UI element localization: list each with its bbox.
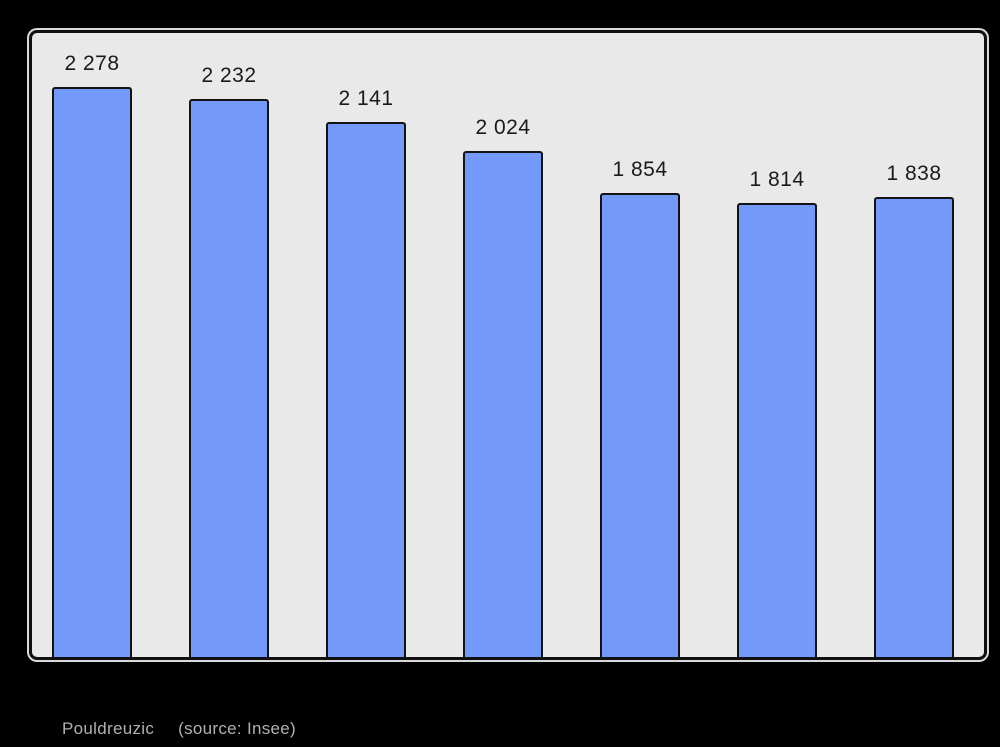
bar bbox=[52, 87, 132, 657]
chart-panel: 2 278 2 232 2 141 2 024 1 854 1 814 1 838 bbox=[29, 30, 987, 660]
bar-value-label: 1 838 bbox=[886, 162, 942, 185]
bar-value-label: 2 141 bbox=[338, 87, 394, 110]
bar bbox=[189, 99, 269, 657]
chart-caption: Pouldreuzic (source: Insee) bbox=[62, 719, 296, 739]
bar-value-label: 2 024 bbox=[475, 116, 531, 139]
bar-group: 1 854 bbox=[600, 33, 680, 657]
bar-group: 2 141 bbox=[326, 33, 406, 657]
plot-area: 2 278 2 232 2 141 2 024 1 854 1 814 1 838 bbox=[32, 33, 984, 657]
bar-value-label: 2 278 bbox=[64, 52, 120, 75]
bar-group: 2 024 bbox=[463, 33, 543, 657]
bar-group: 2 232 bbox=[189, 33, 269, 657]
bar-group: 1 838 bbox=[874, 33, 954, 657]
caption-place-label: Pouldreuzic bbox=[62, 719, 155, 738]
bar bbox=[600, 193, 680, 657]
bar-group: 2 278 bbox=[52, 33, 132, 657]
bar-value-label: 1 854 bbox=[612, 158, 668, 181]
bar bbox=[326, 122, 406, 657]
bar-value-label: 1 814 bbox=[749, 168, 805, 191]
bar bbox=[463, 151, 543, 657]
bar-value-label: 2 232 bbox=[201, 64, 257, 87]
bar bbox=[874, 197, 954, 657]
caption-source-label: (source: Insee) bbox=[178, 719, 297, 738]
bar-group: 1 814 bbox=[737, 33, 817, 657]
bar bbox=[737, 203, 817, 657]
